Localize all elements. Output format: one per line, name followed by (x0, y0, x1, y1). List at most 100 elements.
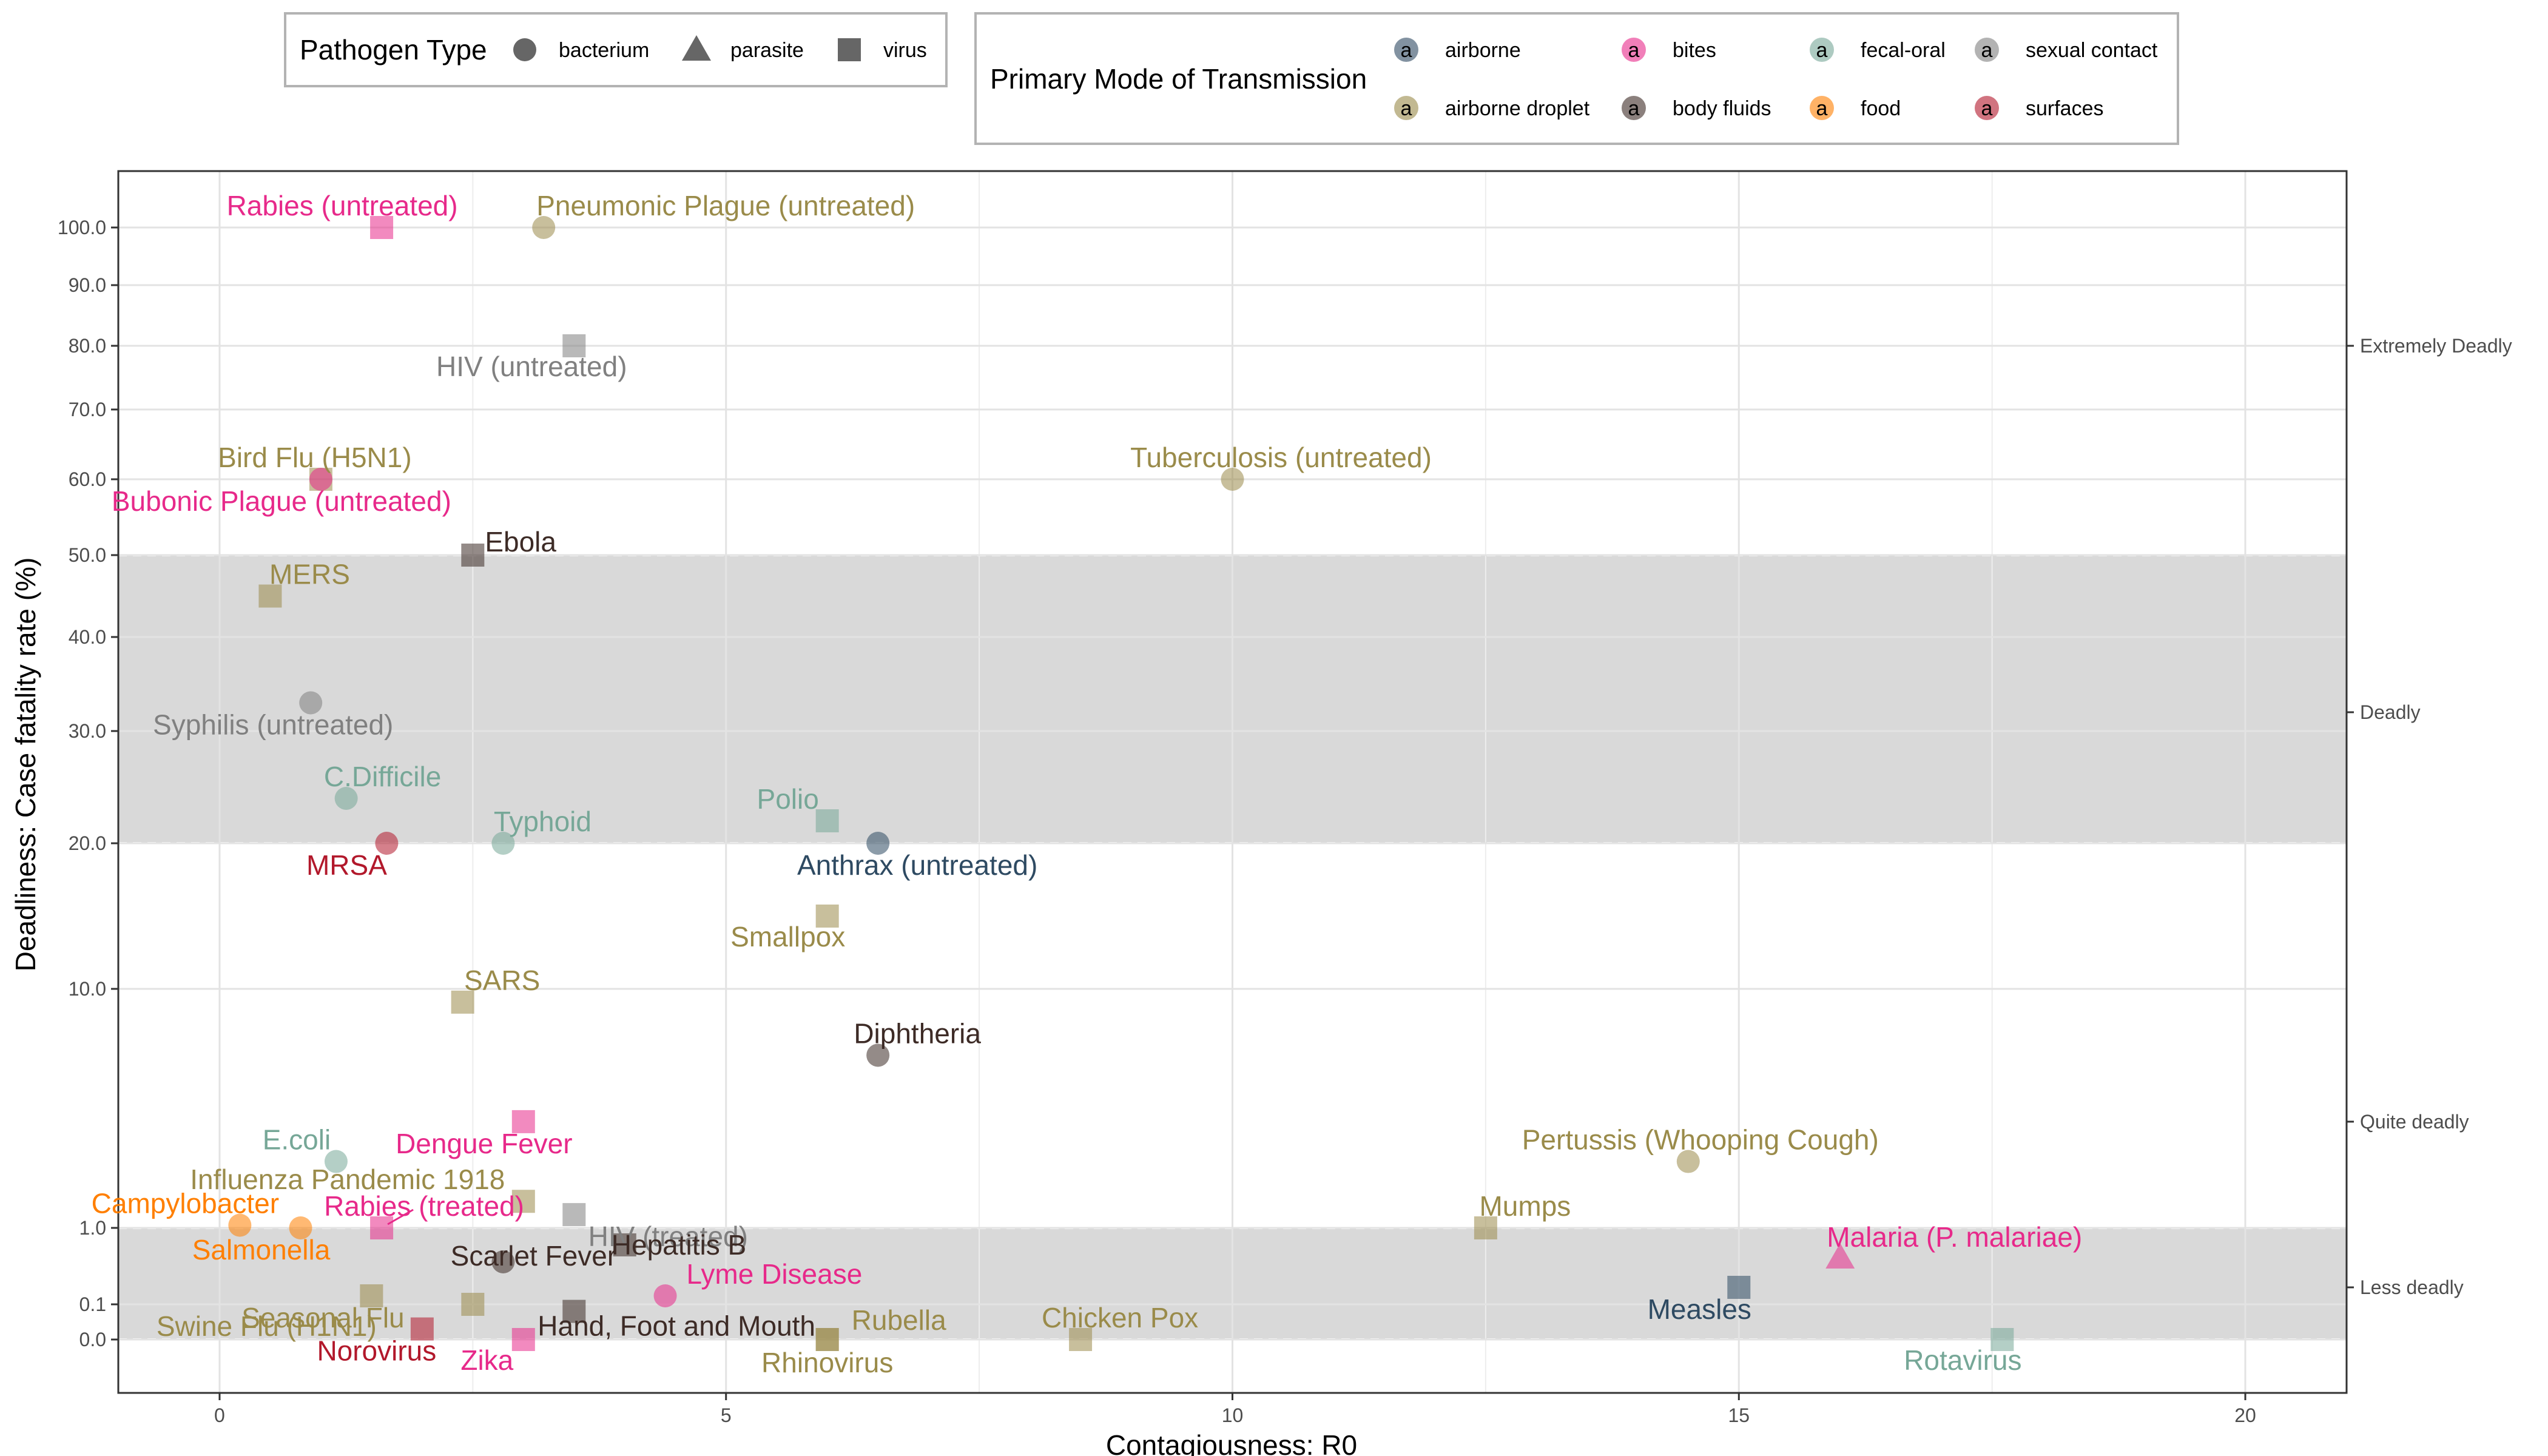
secondary-axis-label: Extremely Deadly (2360, 335, 2512, 357)
legend-label-parasite: parasite (730, 39, 804, 62)
point-campylobacter (228, 1213, 252, 1237)
y-tick-label: 1.0 (79, 1217, 106, 1239)
point-bubonic-plague-untreated (309, 468, 332, 491)
legend-key-virus (838, 38, 861, 61)
point-measles (1727, 1276, 1751, 1299)
legend-label-bacterium: bacterium (559, 39, 649, 62)
y-tick-label: 50.0 (69, 544, 106, 566)
y-tick-label: 20.0 (69, 832, 106, 854)
label-e-coli: E.coli (263, 1124, 331, 1156)
label-hiv-treated: HIV (treated) (588, 1221, 748, 1252)
label-ebola: Ebola (485, 526, 556, 558)
y-axis-title: Deadliness: Case fatality rate (%) (10, 558, 41, 972)
legend-key-glyph: a (1401, 39, 1412, 62)
point-hand-foot-and-mouth (562, 1299, 586, 1323)
point-e-coli (324, 1150, 348, 1173)
point-malaria-p-malariae (1825, 1243, 1855, 1269)
legend-key-fecal-oral (1810, 38, 1834, 62)
label-sars: SARS (464, 965, 540, 996)
secondary-axis-label: Deadly (2360, 701, 2421, 723)
label-influenza-pandemic-1918: Influenza Pandemic 1918 (190, 1164, 505, 1195)
legend-pathogen-type: Pathogen Type bacterium parasite virus (284, 12, 948, 87)
legend-key-glyph: a (1981, 39, 1993, 62)
data-labels: Rabies (untreated) Pneumonic Plague (untr… (92, 190, 2083, 1378)
secondary-axis-label: Quite deadly (2360, 1111, 2469, 1133)
label-pneumonic-plague-untreated: Pneumonic Plague (untreated) (536, 190, 915, 221)
legend-label-fecal-oral: fecal-oral (1861, 39, 1946, 62)
label-measles: Measles (1648, 1293, 1751, 1325)
label-lyme-disease: Lyme Disease (687, 1258, 863, 1290)
y-tick-label: 100.0 (58, 217, 106, 238)
label-campylobacter: Campylobacter (92, 1188, 279, 1219)
legend-key-airborne (1394, 38, 1418, 62)
legend-key-glyph: a (1816, 97, 1828, 120)
legend-label-airborne-droplet: airborne droplet (1445, 97, 1590, 120)
x-axis-title: Contagiousness: R0 (1106, 1429, 1357, 1456)
legend-key-body-fluids (1622, 96, 1646, 120)
point-seasonal-flu (360, 1284, 383, 1307)
point-ebola (461, 544, 485, 567)
legend-key-glyph: a (1816, 39, 1828, 62)
legend-key-glyph: a (1628, 39, 1640, 62)
point-smallpox (815, 905, 839, 928)
y-tick-label: 0.1 (79, 1293, 106, 1315)
y-tick-label: 10.0 (69, 978, 106, 1000)
point-hepatitis-b (613, 1233, 636, 1256)
secondary-axis-label: Less deadly (2360, 1276, 2464, 1298)
legend-color-title: Primary Mode of Transmission (990, 63, 1367, 95)
data-points (228, 216, 2014, 1351)
point-hiv-untreated (562, 334, 586, 357)
point-zika (511, 1328, 535, 1351)
label-zika: Zika (460, 1344, 513, 1376)
point-mrsa (375, 832, 399, 855)
label-salmonella: Salmonella (192, 1234, 331, 1266)
label-rhinovirus: Rhinovirus (761, 1347, 893, 1378)
point-polio (815, 809, 839, 832)
label-seasonal-flu: Seasonal Flu (241, 1302, 405, 1333)
legend-key-parasite (682, 35, 711, 61)
legend-label-airborne: airborne (1445, 39, 1521, 62)
legend-key-surfaces (1975, 96, 1999, 120)
label-mrsa: MRSA (306, 849, 387, 881)
legend-label-virus: virus (883, 39, 927, 62)
label-mumps: Mumps (1479, 1190, 1571, 1222)
label-hepatitis-b: Hepatitis B (612, 1229, 746, 1261)
y-tick-label: 70.0 (69, 399, 106, 420)
legend-label-body-fluids: body fluids (1673, 97, 1771, 120)
legend-label-surfaces: surfaces (2026, 97, 2104, 120)
point-pneumonic-plague-untreated (532, 216, 556, 239)
legend-label-food: food (1861, 97, 1901, 120)
label-hiv-untreated: HIV (untreated) (436, 351, 627, 382)
point-pertussis-whooping-cough (1676, 1150, 1700, 1173)
plot-panel: 0 5 10 15 20 0.0 0.1 1.0 10.0 20.0 30.0 40.0 50.0 60.… (58, 170, 2512, 1426)
legend-label-sexual-contact: sexual contact (2026, 39, 2158, 62)
label-mers: MERS (269, 559, 350, 590)
label-smallpox: Smallpox (730, 921, 845, 952)
point-scarlet-fever (491, 1250, 515, 1273)
label-malaria-p-malariae: Malaria (P. malariae) (1827, 1221, 2082, 1253)
label-bubonic-plague-untreated: Bubonic Plague (untreated) (112, 485, 451, 517)
y-tick-label: 30.0 (69, 720, 106, 742)
point-norovirus (410, 1317, 434, 1341)
label-leader-line (387, 1208, 414, 1225)
point-c-difficile (334, 787, 358, 810)
label-rabies-untreated: Rabies (untreated) (227, 190, 458, 221)
legend-label-bites: bites (1673, 39, 1716, 62)
point-syphilis-untreated (299, 691, 323, 715)
label-pertussis-whooping-cough: Pertussis (Whooping Cough) (1522, 1124, 1879, 1156)
legend-key-sexual-contact (1975, 38, 1999, 62)
point-salmonella (289, 1216, 312, 1239)
point-typhoid (491, 832, 515, 855)
label-norovirus: Norovirus (317, 1335, 436, 1367)
label-c-difficile: C.Difficile (324, 761, 441, 792)
point-rabies-treated (370, 1216, 394, 1239)
y-tick-label: 0.0 (79, 1329, 106, 1350)
point-rotavirus (1990, 1328, 2014, 1351)
y-tick-label: 90.0 (69, 274, 106, 296)
point-rhinovirus (815, 1328, 839, 1351)
legend-transmission-mode: Primary Mode of Transmission a airborne a b… (974, 12, 2179, 145)
point-anthrax-untreated (866, 832, 890, 855)
point-influenza-pandemic-1918 (511, 1190, 535, 1213)
label-dengue-fever: Dengue Fever (396, 1128, 573, 1159)
